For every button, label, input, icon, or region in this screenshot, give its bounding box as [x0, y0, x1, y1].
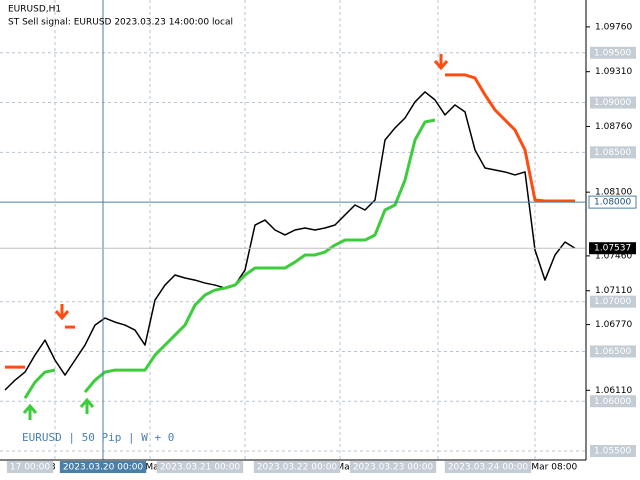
level-box: [349, 461, 437, 473]
x-tick-label: 4 Mar 08:00: [523, 463, 578, 473]
chart-title: EURUSD,H1: [8, 5, 61, 15]
axes: 1.09760 1.09310 1.08760 1.08100 1.07460 1.071…: [6, 22, 637, 473]
sell-arrow: [433, 54, 449, 71]
level-box: [6, 461, 54, 473]
crosshair-box: [588, 195, 637, 209]
x-tick-label: Ma: [336, 463, 349, 473]
sell-arrow: [54, 304, 70, 321]
y-tick-label: 1.08100: [595, 188, 632, 198]
y-level-label: 1.09000: [594, 98, 631, 108]
level-box: [590, 146, 636, 159]
price-line: [4, 91, 576, 391]
x-level-label: 17 00:00: [10, 463, 51, 473]
y-tick-label: 1.07110: [595, 286, 632, 296]
x-level-label: 2023.03.24 00:00: [448, 463, 529, 473]
level-box: [590, 46, 636, 59]
x-level-label: 2023.03.23 00:00: [353, 463, 434, 473]
grid: [0, 0, 585, 460]
supertrend-line: [23, 368, 56, 399]
y-tick-label: 1.09760: [595, 22, 632, 32]
y-tick-label: 1.06770: [595, 320, 632, 330]
x-level-label: 2023.03.21 00:00: [160, 463, 241, 473]
supertrend-line: [445, 73, 575, 203]
level-box: [444, 461, 532, 473]
crosshair-y-label: 1.08000: [594, 198, 631, 208]
y-tick-label: 1.09310: [595, 67, 632, 77]
buy-arrow: [22, 403, 38, 420]
plot: [0, 0, 585, 460]
y-tick-label: 1.06110: [595, 386, 632, 396]
y-level-label: 1.09500: [594, 48, 631, 58]
crosshair-x-label: 2023.03.20 00:00: [63, 463, 144, 473]
y-level-label: 1.08500: [594, 148, 631, 158]
annotation: EURUSD | 50 Pip | W + 0: [22, 431, 174, 444]
level-box: [590, 395, 636, 408]
chart-subtitle: ST Sell signal: EURUSD 2023.03.23 14:00:…: [8, 18, 233, 28]
last-price-label: 1.07537: [594, 244, 631, 254]
level-box: [253, 461, 341, 473]
y-level-label: 1.06500: [594, 347, 631, 357]
y-level-label: 1.05500: [594, 447, 631, 457]
y-level-label: 1.06000: [594, 397, 631, 407]
crosshair-box: [59, 461, 147, 473]
y-tick-label: 1.08760: [595, 122, 632, 132]
x-level-label: 2023.03.22 00:00: [257, 463, 338, 473]
level-box: [590, 96, 636, 109]
level-box: [590, 295, 636, 308]
level-box: [590, 445, 636, 458]
x-tick-label: Ma: [145, 463, 158, 473]
buy-arrow: [79, 397, 95, 414]
supertrend-line: [83, 118, 436, 394]
level-box: [590, 345, 636, 358]
y-level-label: 1.07000: [594, 297, 631, 307]
level-box: [156, 461, 244, 473]
last-price-box: [589, 242, 636, 255]
y-tick-label: 1.07460: [595, 251, 632, 261]
